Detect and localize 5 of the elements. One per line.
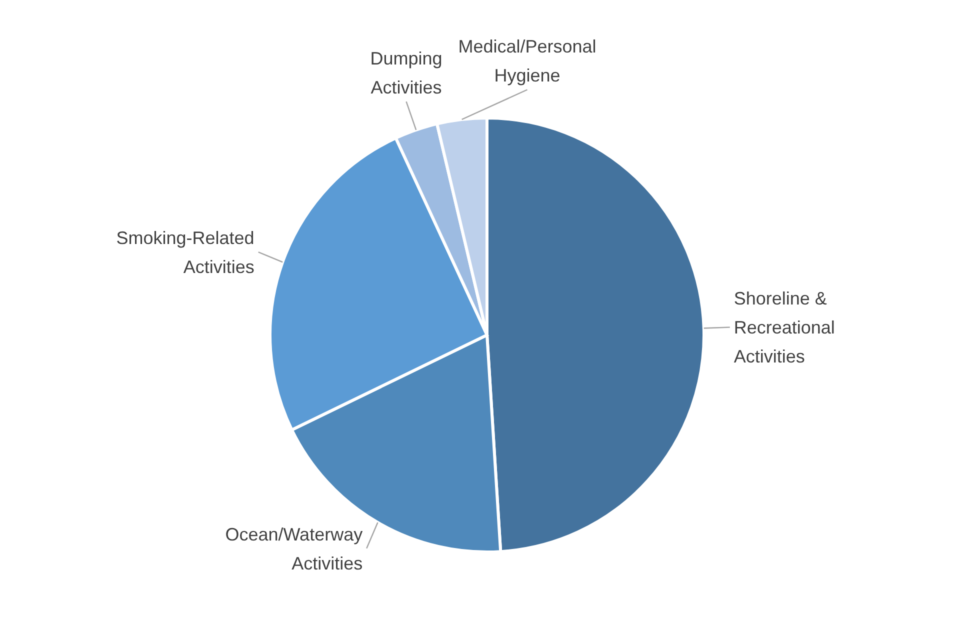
slice-label: Dumping Activities: [370, 48, 442, 98]
slice-label: Ocean/Waterway Activities: [225, 524, 363, 574]
slice-label: Smoking-Related Activities: [116, 228, 254, 277]
slice-label: Shoreline & Recreational Activities: [734, 288, 835, 367]
slice-label: Medical/Personal Hygiene: [458, 36, 596, 86]
